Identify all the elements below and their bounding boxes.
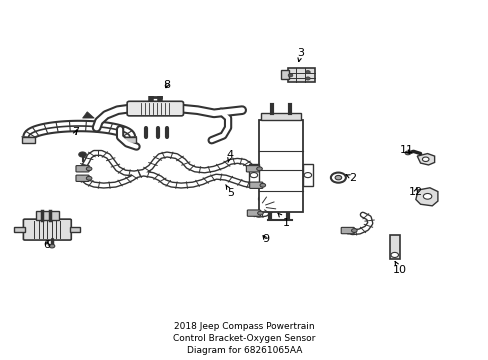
Text: 1: 1 — [278, 213, 290, 228]
FancyBboxPatch shape — [389, 235, 400, 259]
Circle shape — [260, 183, 265, 187]
Text: 7: 7 — [72, 127, 79, 137]
FancyBboxPatch shape — [303, 164, 312, 186]
FancyBboxPatch shape — [281, 70, 288, 79]
Circle shape — [334, 175, 341, 180]
Circle shape — [79, 152, 86, 157]
FancyBboxPatch shape — [258, 120, 303, 212]
Polygon shape — [82, 112, 94, 118]
FancyBboxPatch shape — [15, 227, 25, 232]
Circle shape — [287, 74, 292, 77]
Text: 5: 5 — [225, 185, 233, 198]
Circle shape — [257, 211, 263, 215]
Circle shape — [351, 229, 356, 233]
Text: 11: 11 — [399, 145, 413, 156]
Circle shape — [305, 77, 309, 80]
Circle shape — [49, 244, 55, 248]
Circle shape — [404, 151, 410, 155]
Text: 10: 10 — [391, 261, 406, 275]
FancyBboxPatch shape — [70, 227, 80, 232]
Polygon shape — [415, 188, 437, 206]
Circle shape — [304, 172, 311, 177]
FancyBboxPatch shape — [22, 137, 35, 143]
Text: 2: 2 — [346, 173, 355, 183]
FancyBboxPatch shape — [76, 175, 89, 181]
FancyBboxPatch shape — [287, 68, 314, 82]
Circle shape — [423, 193, 431, 199]
FancyBboxPatch shape — [123, 137, 136, 143]
Text: 9: 9 — [262, 234, 268, 244]
Circle shape — [256, 167, 262, 171]
Circle shape — [422, 157, 428, 162]
Circle shape — [250, 172, 257, 177]
FancyBboxPatch shape — [261, 113, 300, 120]
FancyBboxPatch shape — [23, 219, 71, 240]
Circle shape — [305, 71, 309, 74]
Polygon shape — [416, 154, 434, 165]
Text: 8: 8 — [163, 80, 170, 90]
Circle shape — [86, 176, 92, 180]
Circle shape — [390, 252, 398, 257]
Text: 12: 12 — [408, 186, 422, 197]
FancyBboxPatch shape — [76, 166, 89, 172]
Circle shape — [330, 172, 345, 183]
Circle shape — [86, 167, 92, 171]
FancyBboxPatch shape — [247, 210, 260, 216]
FancyBboxPatch shape — [249, 164, 258, 186]
FancyBboxPatch shape — [246, 166, 259, 172]
Text: 4: 4 — [226, 149, 233, 162]
FancyBboxPatch shape — [249, 182, 262, 188]
FancyBboxPatch shape — [36, 211, 59, 220]
FancyBboxPatch shape — [341, 228, 354, 234]
Text: 6: 6 — [43, 240, 50, 251]
Text: 2018 Jeep Compass Powertrain
Control Bracket-Oxygen Sensor
Diagram for 68261065A: 2018 Jeep Compass Powertrain Control Bra… — [173, 322, 315, 355]
FancyBboxPatch shape — [127, 101, 183, 116]
Text: 3: 3 — [297, 48, 304, 62]
